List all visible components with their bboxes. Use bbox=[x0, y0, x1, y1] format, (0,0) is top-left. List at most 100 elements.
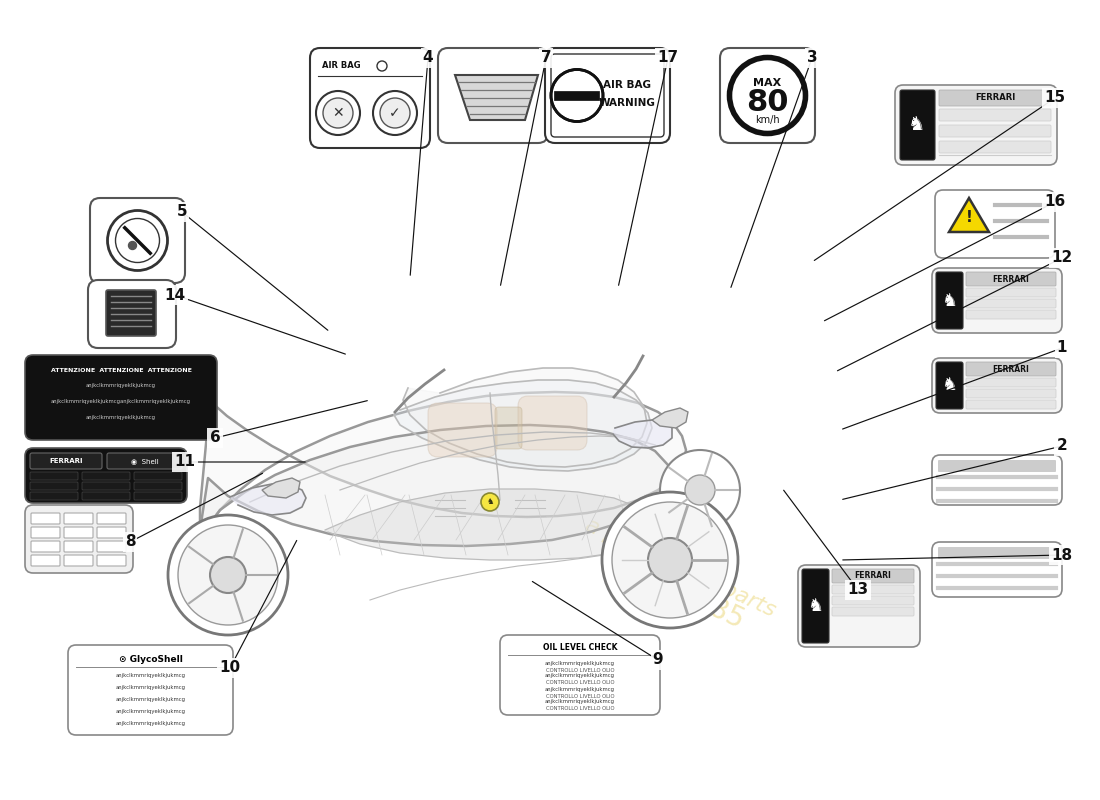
FancyBboxPatch shape bbox=[832, 569, 914, 583]
Text: 14: 14 bbox=[164, 287, 186, 302]
Circle shape bbox=[316, 91, 360, 135]
FancyBboxPatch shape bbox=[798, 565, 920, 647]
Text: ♞: ♞ bbox=[486, 498, 494, 506]
Circle shape bbox=[323, 98, 353, 128]
FancyBboxPatch shape bbox=[939, 141, 1050, 153]
FancyBboxPatch shape bbox=[64, 527, 94, 538]
Text: anjkclkmmriqyeklkjukmcg: anjkclkmmriqyeklkjukmcg bbox=[116, 697, 186, 702]
Text: 7: 7 bbox=[541, 50, 551, 66]
FancyBboxPatch shape bbox=[25, 355, 217, 440]
FancyBboxPatch shape bbox=[720, 48, 815, 143]
FancyBboxPatch shape bbox=[134, 492, 182, 500]
Text: FERRARI: FERRARI bbox=[992, 274, 1030, 283]
Text: km/h: km/h bbox=[756, 114, 780, 125]
FancyBboxPatch shape bbox=[518, 396, 587, 450]
Polygon shape bbox=[200, 392, 686, 530]
Text: 6: 6 bbox=[210, 430, 220, 446]
Text: a passion for parts: a passion for parts bbox=[582, 515, 779, 621]
Text: 1: 1 bbox=[1057, 341, 1067, 355]
Text: ◉  Shell: ◉ Shell bbox=[131, 458, 158, 464]
Text: 1985: 1985 bbox=[672, 580, 748, 636]
Circle shape bbox=[168, 515, 288, 635]
Text: anjkclkmmriqyeklkjukmcg: anjkclkmmriqyeklkjukmcg bbox=[116, 685, 186, 690]
Text: 80: 80 bbox=[746, 88, 789, 117]
Text: AIR BAG: AIR BAG bbox=[603, 81, 651, 90]
Circle shape bbox=[379, 98, 410, 128]
Text: ✓: ✓ bbox=[389, 106, 400, 120]
FancyBboxPatch shape bbox=[932, 542, 1062, 597]
FancyBboxPatch shape bbox=[106, 290, 156, 336]
FancyBboxPatch shape bbox=[551, 54, 664, 137]
Circle shape bbox=[116, 218, 160, 262]
Text: 5: 5 bbox=[177, 205, 187, 219]
Text: 13: 13 bbox=[847, 582, 869, 598]
Circle shape bbox=[729, 58, 805, 134]
Text: 8: 8 bbox=[124, 534, 135, 550]
Circle shape bbox=[210, 557, 246, 593]
Circle shape bbox=[551, 70, 603, 122]
Text: 16: 16 bbox=[1044, 194, 1066, 210]
FancyBboxPatch shape bbox=[832, 596, 914, 605]
Text: anjkclkmmriqyeklkjukmcg: anjkclkmmriqyeklkjukmcg bbox=[544, 686, 615, 691]
Text: CONTROLLO LIVELLO OLIO: CONTROLLO LIVELLO OLIO bbox=[546, 681, 614, 686]
FancyBboxPatch shape bbox=[82, 482, 130, 490]
FancyBboxPatch shape bbox=[82, 472, 130, 480]
Polygon shape bbox=[394, 380, 652, 471]
FancyBboxPatch shape bbox=[966, 272, 1056, 286]
FancyBboxPatch shape bbox=[832, 607, 914, 616]
FancyBboxPatch shape bbox=[966, 310, 1056, 319]
Text: !: ! bbox=[966, 210, 972, 226]
FancyBboxPatch shape bbox=[97, 555, 126, 566]
FancyBboxPatch shape bbox=[932, 268, 1062, 333]
FancyBboxPatch shape bbox=[966, 362, 1056, 376]
Polygon shape bbox=[403, 368, 647, 467]
FancyBboxPatch shape bbox=[932, 455, 1062, 505]
Text: ✕: ✕ bbox=[332, 106, 344, 120]
Circle shape bbox=[648, 538, 692, 582]
FancyBboxPatch shape bbox=[88, 280, 176, 348]
Text: ♞: ♞ bbox=[807, 597, 823, 615]
FancyBboxPatch shape bbox=[30, 482, 78, 490]
FancyBboxPatch shape bbox=[31, 513, 60, 524]
Circle shape bbox=[377, 61, 387, 71]
Polygon shape bbox=[230, 484, 306, 515]
Text: 2: 2 bbox=[1057, 438, 1067, 454]
Text: ♞: ♞ bbox=[940, 377, 957, 394]
Text: anjkclkmmriqyeklkjukmcg: anjkclkmmriqyeklkjukmcg bbox=[116, 673, 186, 678]
FancyBboxPatch shape bbox=[936, 362, 962, 409]
Polygon shape bbox=[652, 408, 688, 428]
Text: 18: 18 bbox=[1052, 547, 1072, 562]
FancyBboxPatch shape bbox=[97, 513, 126, 524]
Text: CONTROLLO LIVELLO OLIO: CONTROLLO LIVELLO OLIO bbox=[546, 706, 614, 711]
FancyBboxPatch shape bbox=[802, 569, 829, 643]
FancyBboxPatch shape bbox=[932, 358, 1062, 413]
FancyBboxPatch shape bbox=[31, 541, 60, 552]
Text: anjkclkmmriqyeklkjukmcg: anjkclkmmriqyeklkjukmcg bbox=[116, 709, 186, 714]
Circle shape bbox=[129, 242, 136, 250]
FancyBboxPatch shape bbox=[966, 389, 1056, 398]
FancyBboxPatch shape bbox=[936, 272, 962, 329]
Circle shape bbox=[373, 91, 417, 135]
FancyBboxPatch shape bbox=[64, 513, 94, 524]
Circle shape bbox=[602, 492, 738, 628]
Text: 3: 3 bbox=[806, 50, 817, 66]
Text: MAX: MAX bbox=[754, 78, 782, 89]
Circle shape bbox=[178, 525, 278, 625]
Text: WARNING: WARNING bbox=[598, 98, 656, 109]
FancyBboxPatch shape bbox=[935, 190, 1055, 258]
FancyBboxPatch shape bbox=[25, 448, 187, 503]
FancyBboxPatch shape bbox=[134, 482, 182, 490]
Text: anjkclkmmriqyeklkjukmcganjkclkmmriqyeklkjukmcg: anjkclkmmriqyeklkjukmcganjkclkmmriqyeklk… bbox=[51, 398, 191, 403]
FancyBboxPatch shape bbox=[939, 109, 1050, 121]
Text: anjkclkmmriqyeklkjukmcg: anjkclkmmriqyeklkjukmcg bbox=[544, 699, 615, 705]
FancyBboxPatch shape bbox=[31, 527, 60, 538]
FancyBboxPatch shape bbox=[544, 48, 670, 143]
Text: anjkclkmmriqyeklkjukmcg: anjkclkmmriqyeklkjukmcg bbox=[544, 661, 615, 666]
Polygon shape bbox=[455, 75, 538, 120]
Text: 9: 9 bbox=[652, 653, 663, 667]
FancyBboxPatch shape bbox=[134, 472, 182, 480]
Text: CONTROLLO LIVELLO OLIO: CONTROLLO LIVELLO OLIO bbox=[546, 694, 614, 698]
FancyBboxPatch shape bbox=[938, 547, 1056, 559]
FancyBboxPatch shape bbox=[895, 85, 1057, 165]
FancyBboxPatch shape bbox=[900, 90, 935, 160]
